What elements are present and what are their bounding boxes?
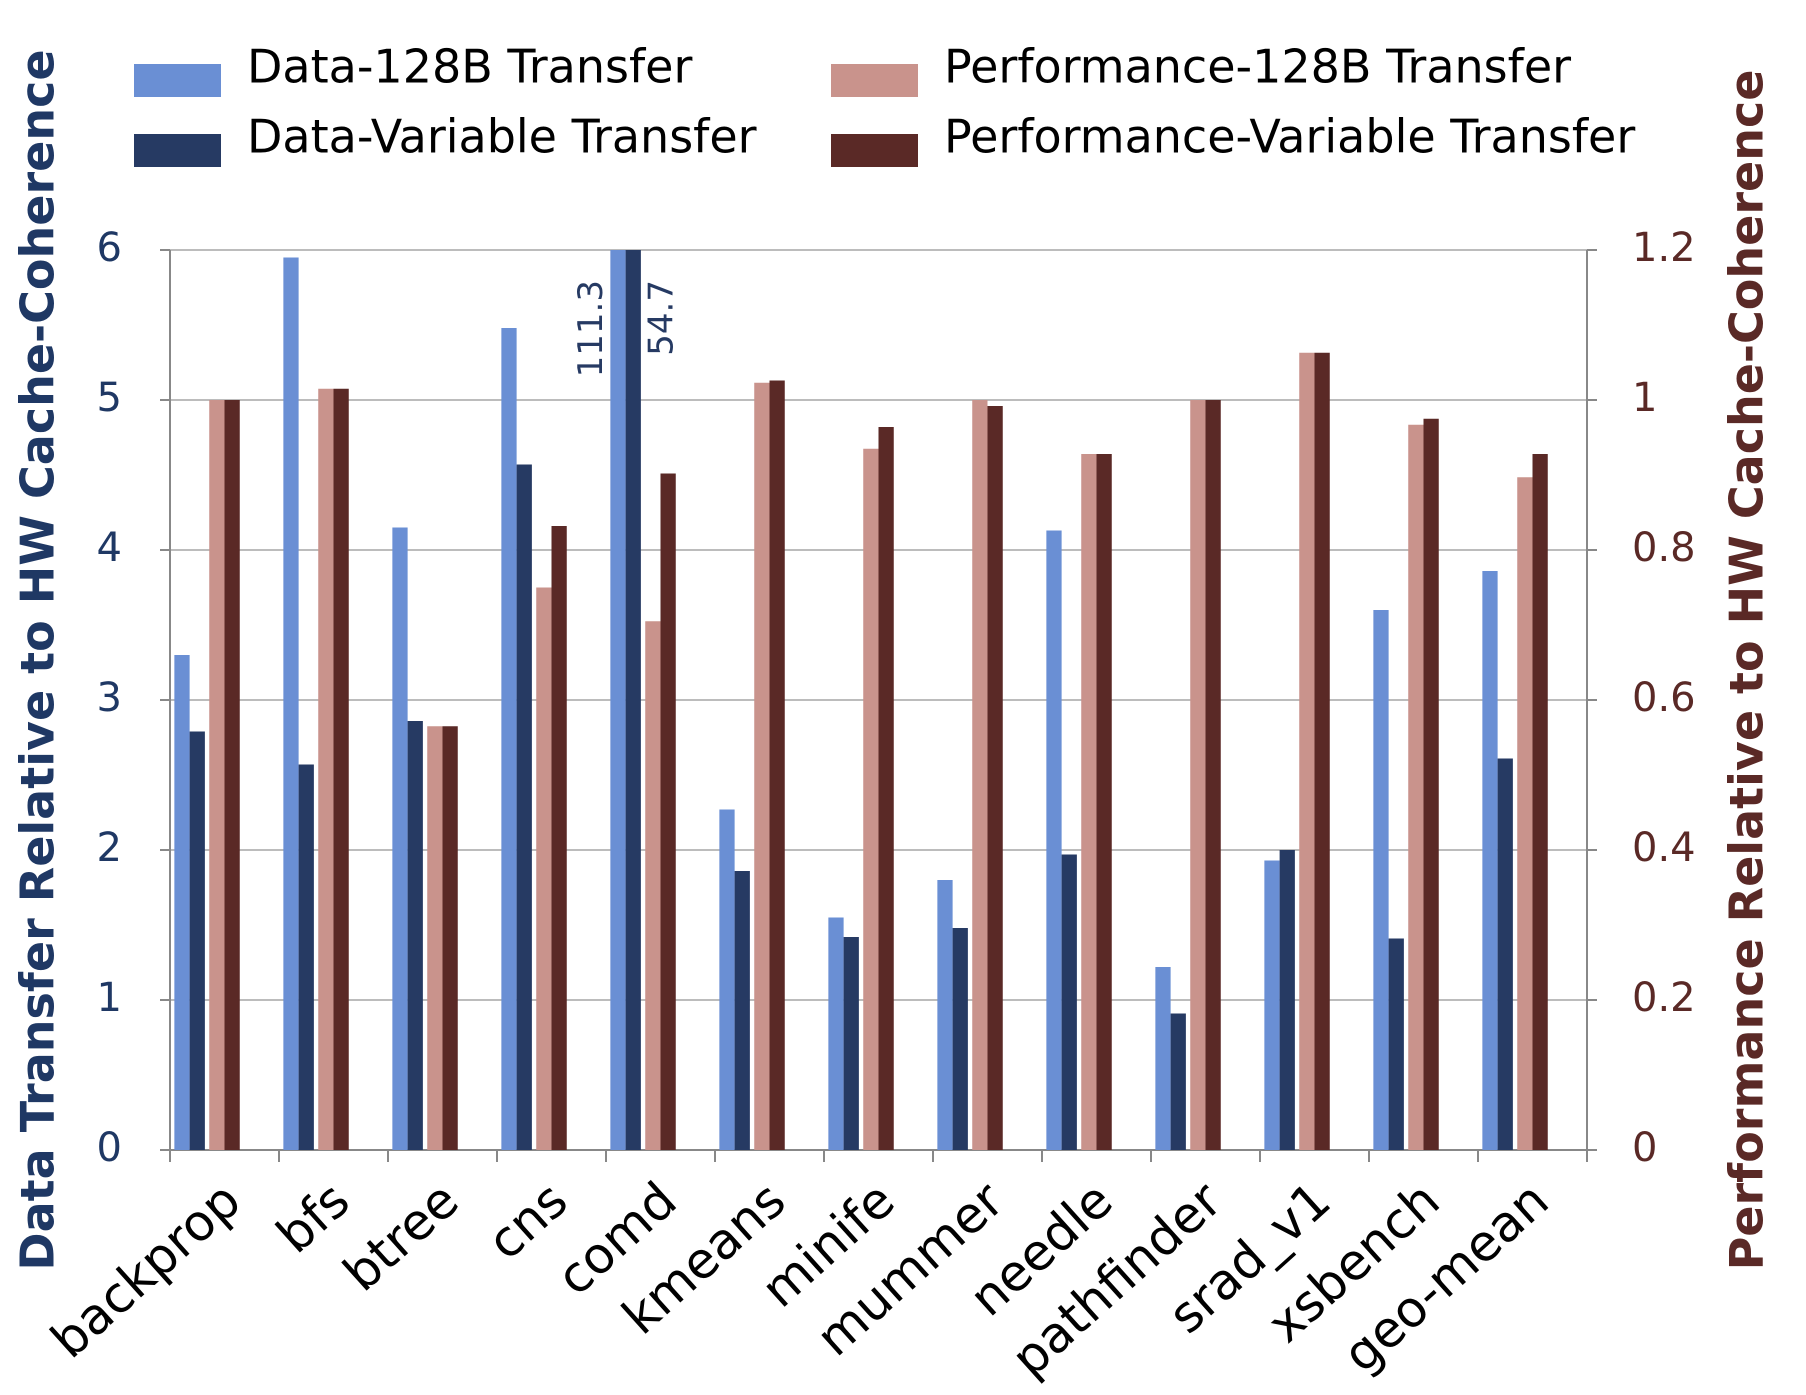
bar — [1373, 610, 1389, 1150]
bar — [625, 250, 641, 1150]
y-tick-label: 4 — [97, 525, 122, 571]
bar — [769, 380, 785, 1150]
y2-tick-label: 0 — [1632, 1125, 1657, 1171]
data-label: 54.7 — [641, 280, 681, 356]
bar — [1205, 400, 1221, 1150]
y2-tick-label: 0.4 — [1632, 825, 1696, 871]
y2-axis-title: Performance Relative to HW Cache-Coheren… — [1720, 70, 1774, 1271]
bar — [174, 655, 190, 1150]
legend-label: Data-128B Transfer — [247, 40, 692, 94]
y-tick-label: 3 — [97, 675, 122, 721]
bar — [1532, 454, 1548, 1150]
bar — [318, 388, 334, 1150]
bar — [501, 328, 517, 1150]
bar — [392, 527, 408, 1150]
bar — [427, 726, 443, 1150]
bar — [610, 250, 626, 1150]
y-tick-label: 2 — [97, 825, 122, 871]
y-tick-label: 6 — [97, 225, 122, 271]
bar — [645, 621, 661, 1150]
bar — [972, 400, 988, 1150]
bar — [863, 448, 879, 1150]
bar — [719, 809, 735, 1150]
bar — [442, 726, 458, 1150]
bar — [1408, 424, 1424, 1150]
bar — [660, 473, 676, 1150]
bar — [1081, 454, 1097, 1150]
bar — [754, 382, 770, 1150]
bar — [734, 871, 750, 1150]
y-tick-label: 5 — [97, 375, 122, 421]
bar — [952, 928, 968, 1150]
bar — [1279, 850, 1295, 1150]
legend-label: Performance-128B Transfer — [944, 40, 1571, 94]
bar — [209, 400, 225, 1150]
legend-label: Data-Variable Transfer — [247, 110, 757, 164]
bars — [174, 250, 1548, 1150]
y2-tick-label: 1.2 — [1632, 225, 1696, 271]
bar — [1497, 758, 1513, 1150]
data-label: 111.3 — [571, 280, 611, 377]
bar — [333, 388, 349, 1150]
y-axis-title: Data Transfer Relative to HW Cache-Coher… — [11, 49, 65, 1270]
bar — [1482, 571, 1498, 1150]
bar — [1388, 938, 1404, 1150]
legend-swatch — [134, 64, 221, 97]
bar — [189, 731, 205, 1150]
y2-tick-label: 0.2 — [1632, 975, 1696, 1021]
legend-swatch — [831, 134, 918, 167]
y-tick-label: 0 — [97, 1125, 122, 1171]
legend-swatch — [831, 64, 918, 97]
bar — [224, 400, 240, 1150]
legend-swatch — [134, 134, 221, 167]
bar — [843, 937, 859, 1150]
y2-tick-label: 1 — [1632, 375, 1657, 421]
bar — [407, 721, 423, 1150]
bar — [1314, 352, 1330, 1150]
bar — [1155, 967, 1171, 1150]
x-tick-label: backprop — [40, 1171, 251, 1370]
y2-tick-label: 0.6 — [1632, 675, 1696, 721]
bar — [1264, 860, 1280, 1150]
bar — [878, 427, 894, 1150]
legend-label: Performance-Variable Transfer — [944, 110, 1635, 164]
bar — [987, 406, 1003, 1150]
bar — [937, 880, 953, 1150]
bar — [1423, 418, 1439, 1150]
bar — [551, 526, 567, 1150]
bar — [1046, 530, 1062, 1150]
bar — [1190, 400, 1206, 1150]
bar — [298, 764, 314, 1150]
x-tick-label: btree — [332, 1171, 469, 1303]
bar — [283, 257, 299, 1150]
bar — [1096, 454, 1112, 1150]
y-tick-label: 1 — [97, 975, 122, 1021]
bar — [536, 587, 552, 1150]
bar — [1517, 477, 1533, 1150]
y2-tick-label: 0.8 — [1632, 525, 1696, 571]
bar — [516, 464, 532, 1150]
bar — [1299, 352, 1315, 1150]
bar — [828, 917, 844, 1150]
bar — [1061, 854, 1077, 1150]
bar — [1170, 1013, 1186, 1150]
